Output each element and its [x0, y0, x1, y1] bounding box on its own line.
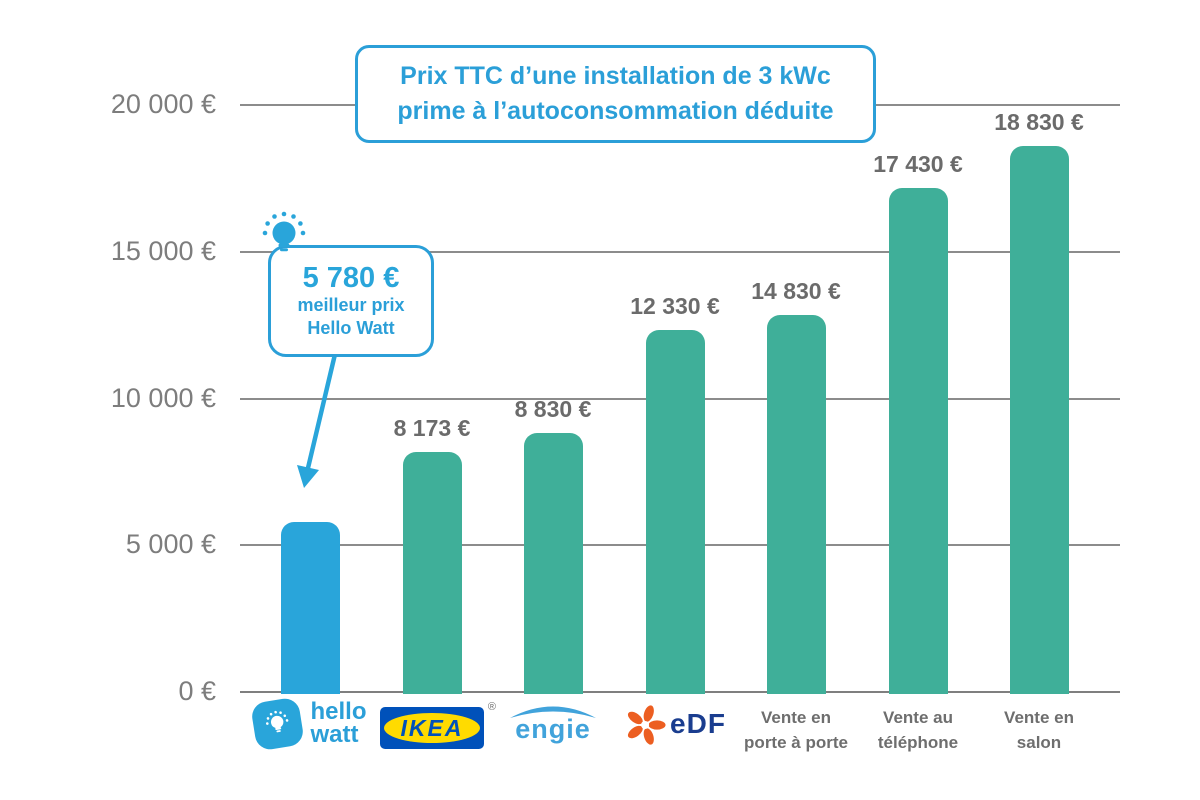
callout-price: 5 780 €	[302, 261, 400, 294]
bar-edf	[645, 330, 705, 694]
bar-vente-en-porte-à-porte	[766, 315, 826, 694]
bar-vente-au-téléphone	[888, 188, 948, 694]
column-label-line: porte à porte	[744, 732, 848, 752]
bar-value-label: 17 430 €	[873, 151, 963, 177]
column-label-line: Vente en	[1004, 708, 1074, 727]
edf-logo: eDF	[624, 699, 726, 749]
hellowatt-word-watt: watt	[310, 721, 359, 748]
ikea-wordmark: IKEA	[400, 714, 464, 741]
bar-value-label: 18 830 €	[994, 109, 1084, 135]
bar-value-label: 14 830 €	[751, 278, 841, 304]
hellowatt-badge	[250, 696, 305, 752]
chart-title-box: Prix TTC d’une installation de 3 kWc pri…	[355, 45, 876, 143]
pointer-arrow	[297, 347, 339, 488]
gridline	[240, 250, 1120, 253]
callout-subtitle-1: meilleur prix	[297, 295, 405, 316]
y-axis-tick-label: 5 000 €	[125, 529, 216, 560]
column-label-vente-en-salon: Vente en salon	[1004, 706, 1074, 755]
hellowatt-logo: hello watt	[250, 696, 367, 752]
registered-trademark-mark: ®	[487, 701, 496, 713]
edf-wordmark: eDF	[670, 708, 726, 739]
bar-value-label: 8 173 €	[393, 415, 471, 441]
bar-ikea	[402, 452, 462, 694]
column-label-line: Vente en	[761, 708, 831, 727]
bar-value-label: 8 830 €	[514, 396, 592, 422]
hellowatt-wordmark: hello watt	[310, 698, 367, 748]
bar-vente-en-salon	[1009, 146, 1069, 694]
edf-swirl-icon	[627, 705, 666, 745]
y-axis-tick-label: 10 000 €	[110, 382, 216, 413]
column-label-line: téléphone	[877, 732, 959, 752]
y-axis-tick-label: 20 000 €	[110, 89, 216, 119]
ikea-logo: IKEA ®	[380, 701, 496, 749]
chart-title-line-2: prime à l’autoconsommation déduite	[397, 97, 834, 125]
lightbulb-icon	[266, 710, 289, 733]
y-axis-tick-label: 0 €	[178, 676, 216, 706]
bar-hello-watt	[280, 522, 340, 694]
column-label-line: salon	[1016, 732, 1062, 752]
column-label-line: Vente au	[883, 708, 953, 727]
engie-arc-icon	[510, 706, 596, 718]
best-price-callout: 5 780 € meilleur prix Hello Watt	[268, 245, 434, 357]
callout-subtitle-2: Hello Watt	[307, 317, 395, 338]
column-label-vente-porte-a-porte: Vente en porte à porte	[744, 706, 848, 755]
chart-title-line-1: Prix TTC d’une installation de 3 kWc	[400, 62, 831, 90]
lightbulb-icon	[262, 211, 306, 252]
bar-value-label: 12 330 €	[630, 293, 720, 319]
engie-logo: engie	[503, 702, 603, 743]
hellowatt-word-hello: hello	[310, 698, 367, 726]
y-axis-tick-label: 15 000 €	[110, 235, 216, 266]
ikea-badge: IKEA ®	[380, 701, 496, 749]
column-label-vente-au-telephone: Vente au téléphone	[878, 706, 958, 755]
ikea-ellipse	[384, 713, 480, 743]
bar-engie	[523, 433, 583, 694]
engie-wordmark: engie	[515, 714, 591, 744]
